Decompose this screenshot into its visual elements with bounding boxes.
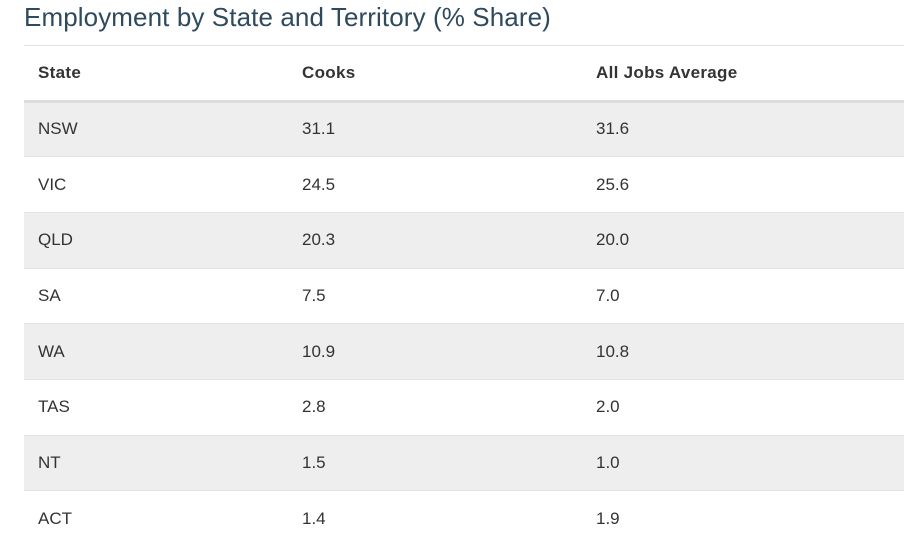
table-row: VIC 24.5 25.6 [24, 156, 904, 213]
table-header: State Cooks All Jobs Average [24, 46, 904, 103]
cell-cooks: 10.9 [288, 323, 582, 380]
cell-cooks: 24.5 [288, 156, 582, 213]
table-row: TAS 2.8 2.0 [24, 379, 904, 436]
table-row: NSW 31.1 31.6 [24, 101, 904, 158]
table-body: NSW 31.1 31.6 VIC 24.5 25.6 QLD 20.3 20.… [24, 101, 904, 547]
cell-all-jobs-average: 2.0 [582, 379, 904, 436]
table-row: WA 10.9 10.8 [24, 323, 904, 380]
cell-all-jobs-average: 20.0 [582, 212, 904, 269]
cell-all-jobs-average: 7.0 [582, 268, 904, 325]
table-row: QLD 20.3 20.0 [24, 212, 904, 269]
table-title: Employment by State and Territory (% Sha… [24, 2, 551, 32]
cell-all-jobs-average: 10.8 [582, 323, 904, 380]
cell-state: SA [24, 268, 288, 325]
cell-cooks: 20.3 [288, 212, 582, 269]
cell-all-jobs-average: 25.6 [582, 156, 904, 213]
table-row: NT 1.5 1.0 [24, 435, 904, 492]
cell-state: NSW [24, 101, 288, 158]
cell-state: NT [24, 435, 288, 492]
cell-all-jobs-average: 31.6 [582, 101, 904, 158]
cell-state: WA [24, 323, 288, 380]
employment-table: State Cooks All Jobs Average NSW 31.1 31… [24, 46, 904, 547]
cell-all-jobs-average: 1.9 [582, 490, 904, 547]
cell-cooks: 7.5 [288, 268, 582, 325]
table-row: ACT 1.4 1.9 [24, 490, 904, 547]
cell-cooks: 1.5 [288, 435, 582, 492]
title-divider [24, 45, 904, 46]
cell-all-jobs-average: 1.0 [582, 435, 904, 492]
column-header-all-jobs-average: All Jobs Average [582, 46, 904, 103]
cell-cooks: 1.4 [288, 490, 582, 547]
column-header-cooks: Cooks [288, 46, 582, 103]
cell-cooks: 31.1 [288, 101, 582, 158]
cell-state: VIC [24, 156, 288, 213]
cell-state: TAS [24, 379, 288, 436]
header-row: State Cooks All Jobs Average [24, 46, 904, 103]
column-header-state: State [24, 46, 288, 103]
cell-state: ACT [24, 490, 288, 547]
cell-state: QLD [24, 212, 288, 269]
table-row: SA 7.5 7.0 [24, 268, 904, 325]
cell-cooks: 2.8 [288, 379, 582, 436]
